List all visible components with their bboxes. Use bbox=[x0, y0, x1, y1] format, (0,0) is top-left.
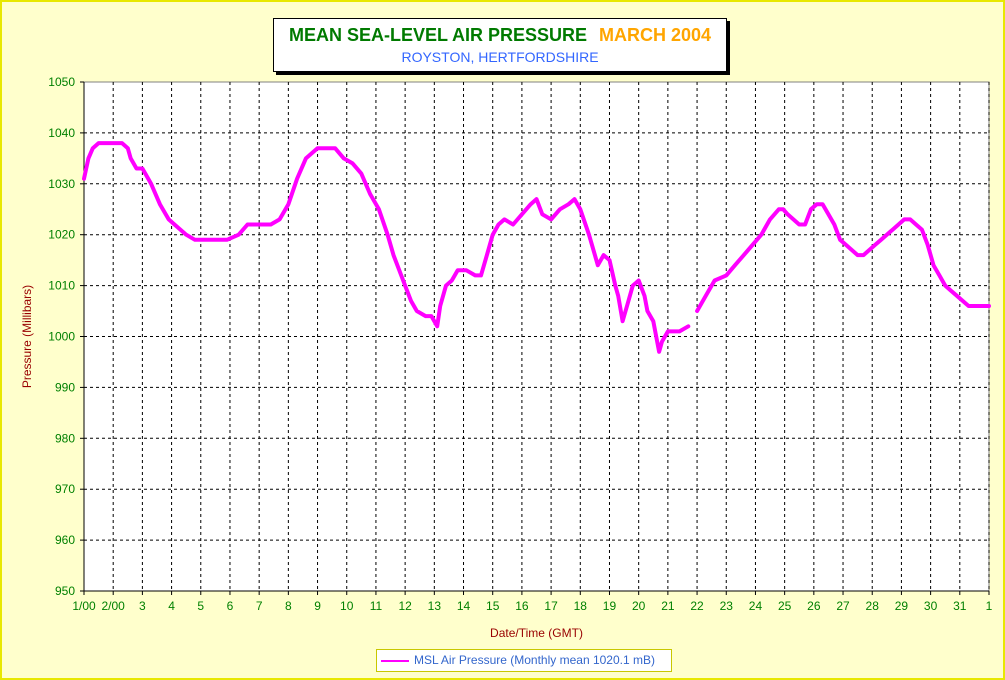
x-tick-label: 7 bbox=[256, 599, 263, 613]
x-tick-label: 26 bbox=[807, 599, 821, 613]
y-tick-label: 950 bbox=[55, 584, 75, 598]
x-tick-label: 21 bbox=[661, 599, 675, 613]
chart-title-box: MEAN SEA-LEVEL AIR PRESSURE MARCH 2004 RO… bbox=[273, 18, 727, 72]
x-tick-label: 5 bbox=[197, 599, 204, 613]
x-tick-label: 6 bbox=[227, 599, 234, 613]
x-tick-label: 4 bbox=[168, 599, 175, 613]
x-axis-label: Date/Time (GMT) bbox=[490, 626, 583, 640]
x-tick-label: 1 bbox=[986, 599, 993, 613]
chart-subtitle: ROYSTON, HERTFORDSHIRE bbox=[401, 49, 599, 65]
x-tick-label: 13 bbox=[428, 599, 442, 613]
x-tick-label: 10 bbox=[340, 599, 354, 613]
x-tick-label: 27 bbox=[836, 599, 850, 613]
legend-label: MSL Air Pressure (Monthly mean 1020.1 mB… bbox=[414, 653, 655, 667]
x-tick-label: 3 bbox=[139, 599, 146, 613]
x-tick-label: 31 bbox=[953, 599, 967, 613]
y-tick-label: 1040 bbox=[48, 126, 75, 140]
y-tick-label: 970 bbox=[55, 482, 75, 496]
x-tick-label: 25 bbox=[778, 599, 792, 613]
x-tick-label: 8 bbox=[285, 599, 292, 613]
x-tick-label: 18 bbox=[574, 599, 588, 613]
x-tick-label: 12 bbox=[398, 599, 412, 613]
y-tick-label: 1020 bbox=[48, 228, 75, 242]
y-tick-label: 1030 bbox=[48, 177, 75, 191]
x-tick-label: 1/00 bbox=[72, 599, 96, 613]
y-tick-label: 1000 bbox=[48, 330, 75, 344]
y-axis-label: Pressure (Millibars) bbox=[20, 285, 34, 388]
x-tick-label: 30 bbox=[924, 599, 938, 613]
chart-title-main: MEAN SEA-LEVEL AIR PRESSURE bbox=[288, 25, 587, 45]
x-tick-label: 2/00 bbox=[102, 599, 126, 613]
y-tick-label: 980 bbox=[55, 431, 75, 445]
x-tick-label: 19 bbox=[603, 599, 617, 613]
x-tick-label: 9 bbox=[314, 599, 321, 613]
pressure-series-line bbox=[82, 141, 691, 354]
x-tick-label: 29 bbox=[895, 599, 909, 613]
x-tick-label: 14 bbox=[457, 599, 471, 613]
chart-title-month: MARCH 2004 bbox=[599, 25, 712, 45]
chart-title: MEAN SEA-LEVEL AIR PRESSURE MARCH 2004 bbox=[274, 25, 726, 46]
x-tick-label: 11 bbox=[370, 599, 383, 613]
x-tick-label: 20 bbox=[632, 599, 646, 613]
x-tick-label: 17 bbox=[544, 599, 558, 613]
pressure-series-line bbox=[695, 202, 991, 313]
legend-line-swatch bbox=[381, 660, 409, 662]
legend: MSL Air Pressure (Monthly mean 1020.1 mB… bbox=[376, 649, 672, 672]
x-tick-label: 15 bbox=[486, 599, 500, 613]
y-tick-label: 1010 bbox=[48, 279, 75, 293]
x-tick-label: 24 bbox=[749, 599, 763, 613]
x-tick-label: 22 bbox=[690, 599, 704, 613]
y-tick-label: 1050 bbox=[48, 75, 75, 89]
x-tick-label: 28 bbox=[866, 599, 880, 613]
x-tick-label: 16 bbox=[515, 599, 529, 613]
y-tick-label: 990 bbox=[55, 380, 75, 394]
x-tick-label: 23 bbox=[720, 599, 734, 613]
y-tick-label: 960 bbox=[55, 533, 75, 547]
